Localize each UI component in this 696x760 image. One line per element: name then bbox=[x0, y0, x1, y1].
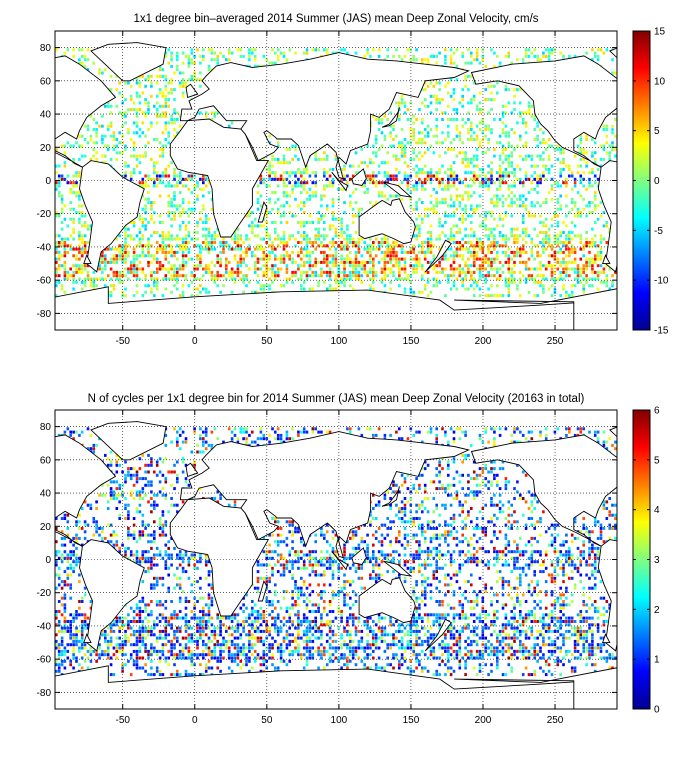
x-tick-label: 100 bbox=[331, 336, 348, 347]
velocity-panel: 1x1 degree bin–averaged 2014 Summer (JAS… bbox=[37, 13, 696, 347]
coastline bbox=[383, 181, 413, 198]
coastline bbox=[79, 539, 145, 652]
y-tick-label: 60 bbox=[40, 455, 52, 466]
x-tick-label: 100 bbox=[331, 715, 348, 726]
colorbar: 6 5 4 3 2 1 0 bbox=[632, 406, 660, 716]
coastline bbox=[83, 633, 92, 644]
x-tick-label: 0 bbox=[192, 715, 198, 726]
y-tick-label: -80 bbox=[37, 688, 52, 699]
colorbar-tick-label: 0 bbox=[654, 176, 660, 187]
coastline bbox=[689, 498, 696, 616]
coastline bbox=[601, 254, 611, 265]
chart-title: 1x1 degree bin–averaged 2014 Summer (JAS… bbox=[133, 13, 538, 25]
x-tick-label: 150 bbox=[403, 336, 420, 347]
y-tick-label: 40 bbox=[40, 110, 52, 121]
colorbar: 15 10 5 0 -5 -10 -15 bbox=[632, 27, 669, 337]
coastline bbox=[351, 547, 367, 566]
coastline bbox=[83, 254, 92, 265]
coastline bbox=[358, 198, 416, 245]
y-tick-label: -60 bbox=[37, 276, 52, 287]
grid bbox=[55, 31, 617, 330]
x-tick-label: 50 bbox=[261, 715, 273, 726]
colorbar-tick-label: 15 bbox=[654, 27, 666, 38]
colorbar-tick-label: 1 bbox=[654, 655, 660, 666]
coastline bbox=[597, 160, 617, 273]
y-tick-label: -20 bbox=[37, 588, 52, 599]
y-tick-label: -40 bbox=[37, 621, 52, 632]
colorbar-tick-label: 10 bbox=[654, 76, 666, 87]
y-tick-label: 20 bbox=[40, 522, 52, 533]
colorbar-tick-label: -5 bbox=[654, 226, 663, 237]
data-bins bbox=[55, 427, 617, 677]
y-tick-label: 20 bbox=[40, 143, 52, 154]
y-tick-label: -80 bbox=[37, 309, 52, 320]
coastline bbox=[383, 560, 413, 577]
coastline bbox=[689, 119, 696, 237]
colorbar-tick-label: 6 bbox=[654, 406, 660, 417]
coastline bbox=[381, 486, 400, 507]
coastline bbox=[381, 107, 400, 128]
colorbar-tick-label: 0 bbox=[654, 705, 660, 716]
coastline bbox=[454, 667, 617, 709]
x-tick-label: -50 bbox=[116, 336, 131, 347]
coastline bbox=[90, 42, 167, 82]
coastline bbox=[470, 434, 617, 547]
y-tick-label: 0 bbox=[45, 176, 51, 187]
coastline bbox=[470, 55, 617, 168]
colorbar-tick-label: 3 bbox=[654, 555, 660, 566]
coastline bbox=[90, 421, 167, 461]
coastline bbox=[608, 47, 617, 59]
y-tick-label: -60 bbox=[37, 655, 52, 666]
coastline bbox=[454, 288, 617, 330]
colorbar-tick-label: 5 bbox=[654, 455, 660, 466]
chart-title: N of cycles per 1x1 degree bin for 2014 … bbox=[88, 393, 585, 405]
y-tick-label: 0 bbox=[45, 555, 51, 566]
coastline bbox=[55, 286, 617, 330]
colorbar-tick-label: 2 bbox=[654, 605, 660, 616]
coastline bbox=[424, 618, 452, 652]
coastline bbox=[331, 550, 349, 571]
coastline bbox=[257, 579, 268, 602]
coastline bbox=[424, 239, 452, 273]
x-tick-label: 50 bbox=[261, 336, 273, 347]
x-tick-label: 200 bbox=[475, 336, 492, 347]
coastline bbox=[601, 633, 611, 644]
x-tick-label: 0 bbox=[192, 336, 198, 347]
y-tick-label: -20 bbox=[37, 209, 52, 220]
colorbar-tick-label: 5 bbox=[654, 126, 660, 137]
coastline bbox=[331, 171, 349, 192]
x-tick-label: 250 bbox=[547, 715, 564, 726]
colorbar-tick-label: -10 bbox=[654, 276, 669, 287]
x-tick-label: 250 bbox=[547, 336, 564, 347]
coastline bbox=[351, 168, 367, 187]
coastline bbox=[55, 434, 117, 547]
y-tick-label: 80 bbox=[40, 43, 52, 54]
x-tick-label: 200 bbox=[475, 715, 492, 726]
x-tick-label: -50 bbox=[116, 715, 131, 726]
coastline bbox=[608, 426, 617, 438]
colorbar-tick-label: 4 bbox=[654, 505, 660, 516]
y-tick-label: 80 bbox=[40, 422, 52, 433]
y-tick-label: 60 bbox=[40, 76, 52, 87]
x-tick-label: 150 bbox=[403, 715, 420, 726]
coastline bbox=[55, 55, 117, 168]
cycle-count-panel: N of cycles per 1x1 degree bin for 2014 … bbox=[37, 393, 696, 726]
grid bbox=[55, 410, 617, 709]
coastline bbox=[79, 160, 145, 273]
y-tick-label: 40 bbox=[40, 489, 52, 500]
coastline bbox=[597, 539, 617, 652]
colorbar-tick-label: -15 bbox=[654, 326, 669, 337]
coastlines bbox=[55, 421, 696, 709]
coastline bbox=[55, 665, 617, 709]
coastline bbox=[257, 200, 268, 223]
coastline bbox=[358, 577, 416, 624]
y-tick-label: -40 bbox=[37, 242, 52, 253]
